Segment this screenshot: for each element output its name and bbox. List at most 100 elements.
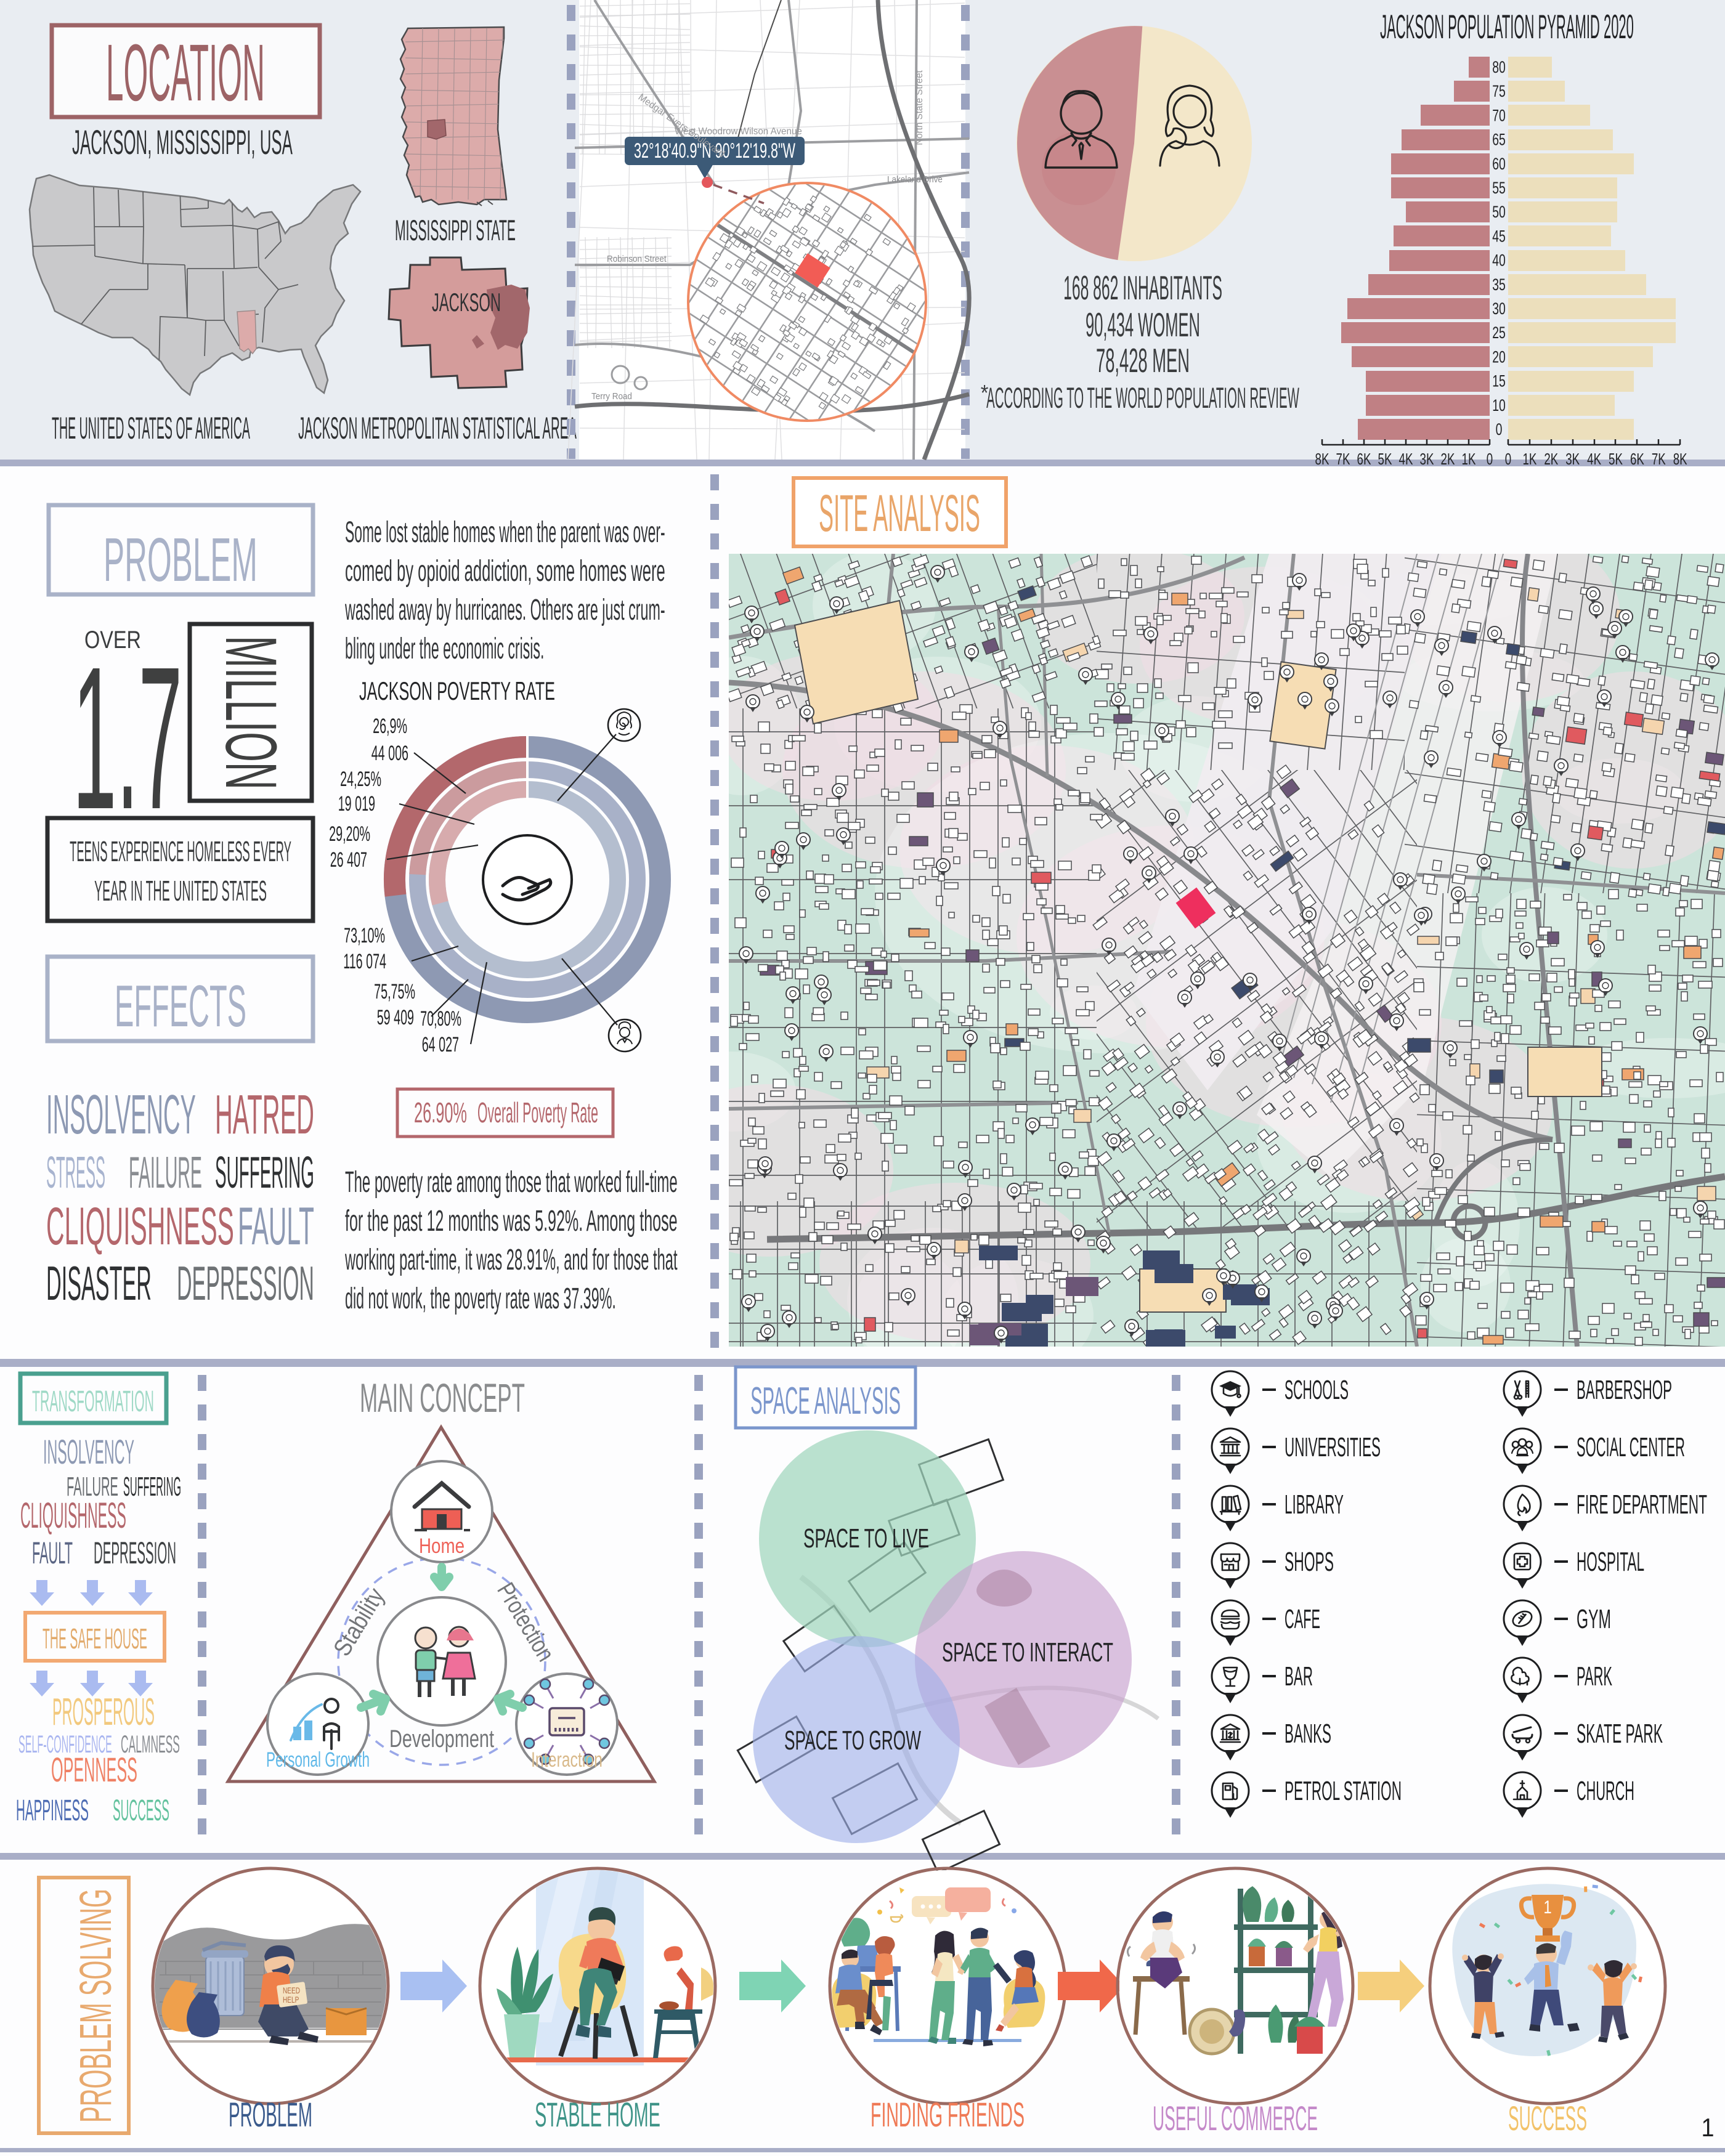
- svg-text:Development: Development: [389, 1725, 494, 1753]
- svg-text:DISASTER: DISASTER: [46, 1256, 152, 1310]
- svg-text:bling under the economic cris: bling under the economic crisis.: [345, 632, 544, 665]
- svg-text:CLIQUISHNESS: CLIQUISHNESS: [46, 1197, 234, 1256]
- svg-text:SPACE TO INTERACT: SPACE TO INTERACT: [942, 1637, 1113, 1667]
- svg-text:29,20%: 29,20%: [329, 822, 370, 845]
- svg-text:comed by opioid addiction, som: comed by opioid addiction, some homes we…: [345, 555, 665, 588]
- svg-text:10: 10: [1492, 396, 1506, 415]
- svg-text:5K: 5K: [1609, 450, 1623, 468]
- svg-text:70,80%: 70,80%: [420, 1007, 461, 1030]
- svg-text:Home: Home: [419, 1534, 465, 1557]
- svg-text:North State Street: North State Street: [914, 70, 925, 145]
- svg-text:Robinson Street: Robinson Street: [607, 254, 667, 264]
- svg-text:JACKSON METROPOLITAN STATISTIC: JACKSON METROPOLITAN STATISTICAL AREA: [298, 411, 577, 445]
- svg-text:26,9%: 26,9%: [373, 714, 407, 737]
- svg-text:80: 80: [1492, 58, 1506, 76]
- svg-text:SUCCESS: SUCCESS: [113, 1794, 169, 1827]
- svg-text:6K: 6K: [1630, 450, 1644, 468]
- svg-text:STRESS: STRESS: [46, 1148, 105, 1198]
- svg-text:SCHOOLS: SCHOOLS: [1285, 1376, 1349, 1405]
- svg-text:Lakeland Drive: Lakeland Drive: [887, 174, 943, 185]
- svg-text:59 409: 59 409: [377, 1005, 414, 1029]
- svg-text:for the past 12 months was 5.9: for the past 12 months was 5.92%. Among …: [345, 1204, 678, 1238]
- svg-text:32°18'40.9"N 90°12'19.8"W: 32°18'40.9"N 90°12'19.8"W: [634, 139, 795, 163]
- svg-text:78,428 MEN: 78,428 MEN: [1096, 342, 1190, 380]
- svg-text:26 407: 26 407: [330, 848, 367, 871]
- svg-text:working part-time, it was 28.9: working part-time, it was 28.91%, and fo…: [344, 1244, 677, 1276]
- svg-text:HATRED: HATRED: [215, 1084, 314, 1146]
- svg-text:73,10%: 73,10%: [344, 923, 385, 947]
- svg-text:CLIQUISHNESS: CLIQUISHNESS: [20, 1496, 126, 1536]
- svg-text:PETROL STATION: PETROL STATION: [1285, 1776, 1402, 1806]
- svg-text:116 074: 116 074: [343, 949, 386, 973]
- svg-text:YEAR IN THE UNITED STATES: YEAR IN THE UNITED STATES: [94, 876, 267, 907]
- svg-text:55: 55: [1492, 179, 1506, 197]
- svg-text:0: 0: [1496, 420, 1503, 439]
- svg-text:3K: 3K: [1565, 450, 1580, 468]
- svg-text:1K: 1K: [1462, 450, 1476, 468]
- svg-text:CAFE: CAFE: [1285, 1605, 1320, 1634]
- svg-text:THE UNITED STATES OF AMERICA: THE UNITED STATES OF AMERICA: [52, 412, 250, 446]
- svg-text:75: 75: [1492, 82, 1506, 100]
- svg-text:7K: 7K: [1336, 450, 1350, 468]
- svg-text:INSOLVENCY: INSOLVENCY: [46, 1083, 196, 1146]
- svg-text:60: 60: [1492, 155, 1506, 173]
- svg-text:1.7: 1.7: [73, 625, 182, 852]
- svg-text:1: 1: [1701, 2113, 1714, 2142]
- svg-text:44 006: 44 006: [371, 741, 408, 764]
- svg-text:4K: 4K: [1587, 450, 1601, 468]
- svg-text:0: 0: [1487, 450, 1493, 468]
- svg-text:NEED: NEED: [283, 1985, 300, 1995]
- svg-text:HELP: HELP: [283, 1995, 299, 2004]
- svg-text:SUFFERING: SUFFERING: [123, 1472, 181, 1502]
- svg-text:20: 20: [1492, 347, 1506, 366]
- svg-text:75,75%: 75,75%: [374, 979, 415, 1003]
- svg-text:SOCIAL CENTER: SOCIAL CENTER: [1577, 1433, 1685, 1462]
- svg-text:BAR: BAR: [1285, 1661, 1313, 1692]
- svg-text:64 027: 64 027: [422, 1032, 459, 1056]
- svg-text:90,434 WOMEN: 90,434 WOMEN: [1086, 306, 1200, 344]
- svg-text:UNIVERSITIES: UNIVERSITIES: [1285, 1432, 1381, 1462]
- svg-text:BANKS: BANKS: [1285, 1719, 1331, 1749]
- svg-text:OPENNESS: OPENNESS: [51, 1751, 137, 1789]
- svg-text:SPACE TO LIVE: SPACE TO LIVE: [803, 1523, 929, 1553]
- svg-text:SUFFERING: SUFFERING: [215, 1148, 314, 1197]
- svg-text:FINDING FRIENDS: FINDING FRIENDS: [871, 2096, 1025, 2134]
- svg-text:Some lost stable homes when th: Some lost stable homes when the parent w…: [345, 516, 665, 549]
- svg-text:Personal Growth: Personal Growth: [266, 1749, 370, 1772]
- svg-text:2K: 2K: [1441, 450, 1455, 468]
- svg-text:SKATE PARK: SKATE PARK: [1577, 1719, 1663, 1749]
- svg-text:JACKSON POVERTY RATE: JACKSON POVERTY RATE: [359, 678, 555, 706]
- svg-text:PROBLEM: PROBLEM: [229, 2096, 312, 2134]
- svg-text:CALMNESS: CALMNESS: [121, 1730, 180, 1758]
- svg-text:LOCATION: LOCATION: [106, 28, 265, 118]
- svg-text:SHOPS: SHOPS: [1285, 1547, 1334, 1577]
- svg-text:7K: 7K: [1652, 450, 1666, 468]
- svg-text:FAILURE: FAILURE: [67, 1472, 118, 1502]
- svg-text:SELF-CONFIDENCE: SELF-CONFIDENCE: [18, 1731, 112, 1759]
- svg-text:GYM: GYM: [1577, 1603, 1611, 1634]
- svg-text:50: 50: [1492, 203, 1506, 221]
- svg-text:FAILURE: FAILURE: [129, 1147, 202, 1198]
- svg-text:USEFUL COMMERCE: USEFUL COMMERCE: [1153, 2099, 1318, 2138]
- svg-text:HAPPINESS: HAPPINESS: [16, 1794, 89, 1826]
- svg-text:70: 70: [1492, 106, 1506, 124]
- svg-text:ACCORDING TO THE WORLD POPULAT: ACCORDING TO THE WORLD POPULATION REVIEW: [986, 381, 1299, 414]
- svg-text:SITE ANALYSIS: SITE ANALYSIS: [819, 484, 980, 542]
- svg-text:MAIN CONCEPT: MAIN CONCEPT: [360, 1376, 525, 1421]
- svg-text:3K: 3K: [1420, 450, 1434, 468]
- svg-text:MISSISSIPPI STATE: MISSISSIPPI STATE: [395, 214, 516, 246]
- svg-text:2K: 2K: [1544, 450, 1558, 468]
- svg-text:PARK: PARK: [1577, 1662, 1612, 1692]
- svg-text:HOSPITAL: HOSPITAL: [1577, 1547, 1644, 1577]
- svg-text:INSOLVENCY: INSOLVENCY: [43, 1433, 134, 1472]
- svg-text:The poverty rate among those t: The poverty rate among those that worked…: [345, 1166, 678, 1199]
- svg-text:19 019: 19 019: [338, 792, 375, 815]
- svg-text:SUCCESS: SUCCESS: [1508, 2099, 1587, 2138]
- svg-text:168 862 INHABITANTS: 168 862 INHABITANTS: [1063, 269, 1222, 307]
- svg-text:35: 35: [1492, 275, 1506, 294]
- svg-text:4K: 4K: [1399, 450, 1413, 468]
- svg-text:West Woodrow Wilson Avenue: West Woodrow Wilson Avenue: [675, 126, 802, 137]
- svg-text:15: 15: [1492, 371, 1506, 390]
- svg-text:STABLE HOME: STABLE HOME: [535, 2096, 660, 2134]
- svg-text:FIRE DEPARTMENT: FIRE DEPARTMENT: [1577, 1489, 1707, 1520]
